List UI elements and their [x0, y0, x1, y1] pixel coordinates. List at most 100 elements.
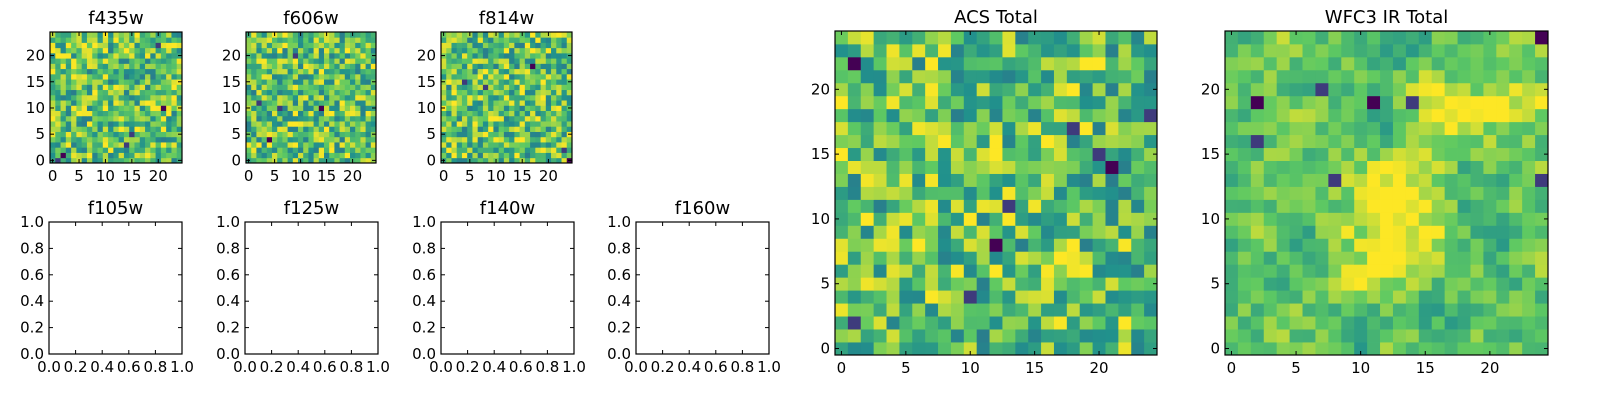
heatmap-cell	[1470, 31, 1484, 45]
heatmap-cell	[535, 63, 541, 70]
heatmap-cell	[313, 147, 320, 153]
heatmap-cell	[1015, 82, 1029, 97]
heatmap-cell	[1015, 56, 1029, 71]
heatmap-cell	[370, 58, 377, 64]
heatmap-cell	[1079, 303, 1093, 317]
heatmap-cell	[1405, 31, 1420, 45]
heatmap-cell	[1028, 316, 1042, 330]
heatmap-cell	[246, 63, 252, 70]
heatmap-cell	[113, 147, 120, 153]
heatmap-cell	[1066, 316, 1081, 330]
heatmap-cell	[139, 147, 146, 153]
heatmap-cell	[514, 73, 520, 80]
heatmap-cell	[1341, 238, 1355, 252]
heatmap-cell	[129, 58, 135, 64]
heatmap-cell	[1041, 277, 1055, 291]
heatmap-cell	[1092, 121, 1106, 136]
heatmap-cell	[1509, 160, 1523, 174]
heatmap-cell	[282, 131, 288, 138]
heatmap-cell	[318, 79, 325, 85]
heatmap-cell	[166, 115, 172, 122]
heatmap-cell	[329, 84, 335, 91]
heatmap-cell	[873, 225, 887, 239]
heatmap-cell	[355, 52, 361, 59]
heatmap-cell	[55, 58, 61, 64]
x-tick-label: 0	[837, 359, 847, 377]
heatmap-cell	[1225, 290, 1239, 304]
heatmap-cell	[498, 126, 505, 132]
heatmap-cell	[493, 94, 500, 101]
heatmap-cell	[503, 157, 510, 164]
heatmap-cell	[97, 126, 104, 132]
heatmap-cell	[899, 31, 913, 45]
heatmap-cell	[938, 342, 952, 356]
heatmap-cell	[298, 47, 304, 54]
heatmap-cell	[139, 136, 146, 143]
x-tick-label: 0	[244, 167, 254, 185]
heatmap-cell	[1053, 186, 1068, 200]
heatmap-cell	[1522, 212, 1536, 226]
heatmap-cell	[1444, 316, 1458, 330]
heatmap-cell	[1354, 199, 1368, 213]
heatmap-cell	[1092, 160, 1106, 174]
heatmap-cell	[329, 136, 335, 143]
heatmap-cell	[519, 79, 526, 85]
heatmap-cell	[308, 89, 314, 96]
heatmap-cell	[1225, 316, 1239, 330]
heatmap-cell	[334, 63, 340, 70]
heatmap-cell	[139, 79, 146, 85]
heatmap-cell	[344, 131, 351, 138]
x-tick-label: 0.4	[90, 358, 114, 376]
heatmap-cell	[472, 110, 479, 117]
heatmap-cell	[545, 37, 552, 43]
heatmap-cell	[92, 37, 98, 43]
heatmap-cell	[246, 115, 252, 122]
heatmap-cell	[566, 136, 573, 143]
heatmap-cell	[1483, 147, 1497, 161]
heatmap-cell	[1444, 160, 1458, 174]
heatmap-cell	[446, 63, 452, 70]
heatmap-cell	[155, 121, 162, 127]
heatmap-cell	[1496, 290, 1510, 304]
heatmap-cell	[272, 136, 278, 143]
heatmap-cell	[477, 79, 484, 85]
heatmap-cell	[1380, 225, 1394, 239]
heatmap-cell	[350, 42, 356, 49]
heatmap-cell	[524, 136, 531, 143]
heatmap-cell	[1367, 121, 1381, 136]
x-tick-label: 1.0	[366, 358, 390, 376]
heatmap-cell	[1250, 342, 1265, 356]
heatmap-cell	[1041, 225, 1055, 239]
heatmap-cell	[324, 126, 330, 132]
heatmap-cell	[1250, 134, 1265, 149]
heatmap-cell	[1457, 56, 1471, 71]
heatmap-cell	[1237, 290, 1252, 304]
heatmap-cell	[329, 42, 335, 49]
heatmap-cell	[1263, 121, 1278, 136]
heatmap-cell	[1276, 95, 1290, 110]
heatmap-cell	[86, 126, 93, 132]
heatmap-cell	[1079, 82, 1093, 97]
heatmap-cell	[97, 73, 104, 80]
heatmap-cell	[287, 52, 294, 59]
heatmap-cell	[545, 142, 552, 148]
heatmap-cell	[493, 52, 500, 59]
heatmap-cell	[514, 100, 520, 106]
heatmap-cell	[1105, 69, 1119, 84]
heatmap-cell	[1041, 290, 1055, 304]
heatmap-cell	[171, 63, 178, 70]
heatmap-cell	[1041, 173, 1055, 187]
heatmap-cell	[847, 108, 862, 123]
heatmap-cell	[545, 63, 552, 70]
heatmap-cell	[847, 31, 862, 45]
heatmap-cell	[92, 42, 98, 49]
heatmap-cell	[477, 47, 484, 54]
heatmap-cell	[1105, 186, 1119, 200]
heatmap-cell	[1496, 329, 1510, 343]
heatmap-cell	[160, 94, 167, 101]
heatmap-cell	[134, 68, 141, 75]
heatmap-cell	[339, 32, 346, 38]
heatmap-cell	[1315, 134, 1329, 149]
heatmap-cell	[963, 212, 978, 226]
heatmap-cell	[308, 126, 314, 132]
